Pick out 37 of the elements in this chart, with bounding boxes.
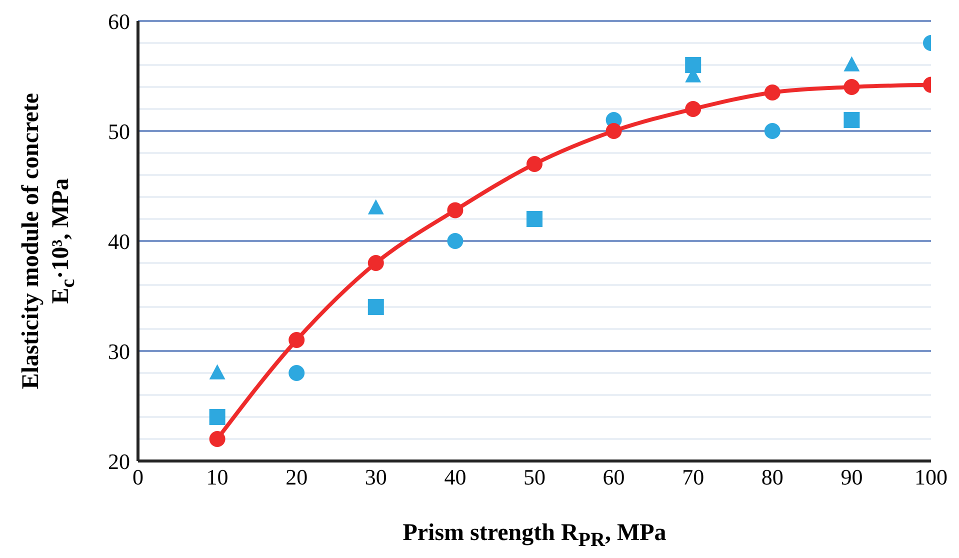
point bbox=[526, 156, 542, 172]
x-tick-label: 60 bbox=[602, 464, 625, 490]
point bbox=[447, 202, 464, 218]
point bbox=[368, 255, 384, 271]
x-tick-label: 30 bbox=[364, 464, 387, 490]
y-tick-label: 30 bbox=[108, 338, 130, 364]
point bbox=[288, 332, 305, 348]
point bbox=[685, 57, 702, 73]
x-tick-label: 10 bbox=[206, 464, 228, 490]
point bbox=[209, 364, 226, 380]
y-tick-label: 40 bbox=[108, 228, 130, 254]
point bbox=[764, 123, 780, 139]
point bbox=[368, 299, 384, 315]
point bbox=[526, 211, 542, 227]
x-axis-title: Prism strength R$_{PR}$, MPa bbox=[402, 520, 668, 552]
y-tick-label: 50 bbox=[108, 118, 130, 144]
point bbox=[844, 112, 860, 128]
x-tick-label: 70 bbox=[682, 464, 704, 490]
point bbox=[844, 79, 860, 95]
y-tick-label: 20 bbox=[108, 448, 130, 474]
point bbox=[844, 56, 860, 72]
x-tick-label: 80 bbox=[761, 464, 784, 490]
point bbox=[606, 123, 622, 139]
x-tick-label: 40 bbox=[444, 464, 466, 490]
point bbox=[288, 365, 305, 381]
x-tick-label: 20 bbox=[286, 464, 308, 490]
point bbox=[685, 101, 702, 117]
point bbox=[764, 84, 780, 100]
x-tick-label: 90 bbox=[840, 464, 863, 490]
x-tick-label: 100 bbox=[914, 464, 948, 490]
x-tick-label: 0 bbox=[132, 464, 144, 490]
point bbox=[209, 431, 226, 447]
y-tick-label: 60 bbox=[108, 8, 130, 34]
point bbox=[209, 409, 226, 425]
x-tick-label: 50 bbox=[524, 464, 546, 490]
point bbox=[368, 199, 384, 214]
point bbox=[447, 233, 464, 249]
